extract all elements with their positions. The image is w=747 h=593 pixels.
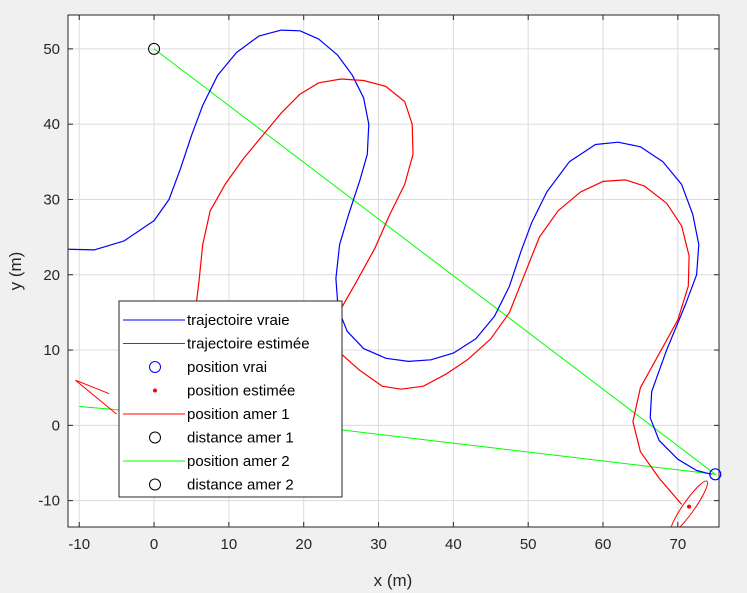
x-tick-label: 0 [150,536,158,553]
legend-swatch [149,431,161,444]
x-tick-label: -10 [68,536,90,553]
x-tick-label: 70 [670,536,687,553]
position-vrai-marker [709,468,722,481]
legend-swatch [153,388,157,393]
axes-box [67,14,720,528]
grid [68,15,719,527]
legend-swatch [149,478,161,491]
y-tick-label: 10 [43,342,60,359]
x-tick-label: 50 [520,536,537,553]
legend-label: position vrai [187,359,267,376]
legend-box [118,300,343,498]
y-tick-label: 20 [43,267,60,284]
legend-label: position amer 2 [187,453,290,470]
y-tick-label: 40 [43,116,60,133]
y-axis-label: y (m) [6,252,25,291]
x-tick-label: 30 [370,536,387,553]
legend-swatch [149,361,161,373]
legend-label: trajectoire estimée [187,336,310,353]
x-tick-label: 20 [295,536,312,553]
legend-label: distance amer 2 [187,477,294,494]
y-tick-label: 0 [52,417,60,434]
legend: trajectoire vraie trajectoire estimée posi… [118,300,343,498]
legend-label: position estimée [187,383,295,400]
legend-label: distance amer 1 [187,430,294,447]
x-tick-label: 60 [595,536,612,553]
y-tick-label: 30 [43,191,60,208]
series-line [190,78,690,505]
position-amer-1-line [75,379,117,415]
series-line [68,29,712,475]
ticks: -10 0 10 20 30 40 50 60 70 -10 0 10 20 30 40 50 [38,15,719,553]
x-tick-label: 40 [445,536,462,553]
y-tick-label: 50 [43,41,60,58]
legend-label: position amer 1 [187,406,290,423]
uncertainty-ellipse [670,480,709,527]
x-axis-label: x (m) [374,571,413,590]
x-tick-label: 10 [221,536,238,553]
y-tick-label: -10 [38,493,60,510]
legend-label: trajectoire vraie [187,312,290,329]
distance-amer-1-marker [148,42,161,55]
position-estimee-marker [687,504,692,509]
